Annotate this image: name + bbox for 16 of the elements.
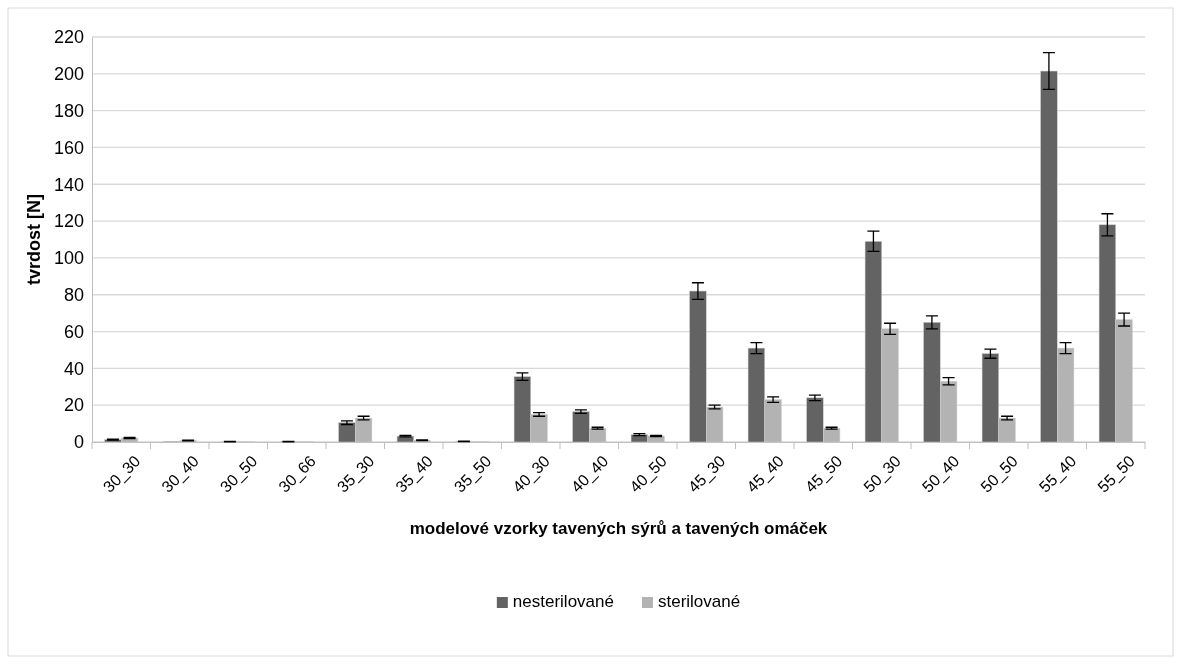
y-tick-label: 180 [53,100,84,121]
y-tick-label: 80 [63,284,84,305]
y-axis-title: tvrdost [N] [24,194,44,285]
y-tick-label: 60 [63,321,84,342]
y-tick-label: 20 [63,395,84,416]
y-tick-label: 160 [53,137,84,158]
y-tick-label: 100 [53,248,84,269]
y-tick-label: 200 [53,64,84,85]
y-tick-label: 120 [53,211,84,232]
y-tick-label: 0 [73,432,84,453]
y-tick-label: 40 [63,358,84,379]
x-axis-title: modelové vzorky tavených sýrů a tavených omáček [409,519,828,538]
y-tick-label: 140 [53,174,84,195]
legend-label: nesterilované [512,592,614,611]
y-tick-label: 220 [53,27,84,48]
legend-label: sterilované [657,592,741,611]
